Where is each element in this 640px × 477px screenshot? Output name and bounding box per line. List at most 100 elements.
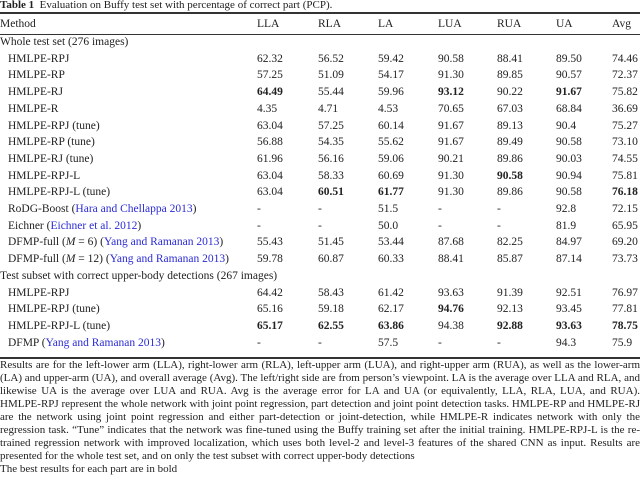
col-lua: LUA (438, 18, 462, 30)
method-name: HMLPE-RJ (8, 86, 63, 99)
citation-link[interactable]: Hara and Chellappa 2013 (75, 203, 193, 216)
value-cell-rla: - (318, 336, 322, 349)
value-cell-la: 55.62 (378, 136, 404, 149)
method-suffix: ) (219, 236, 224, 249)
method-cell: HMLPE-RPJ-L (0, 168, 257, 185)
table-row: HMLPE-RJ 64.49 55.44 59.96 93.12 90.22 91.67 75… (0, 84, 640, 101)
value-cell-rua: - (497, 219, 501, 232)
value-cell-rla: 60.87 (318, 253, 344, 266)
col-lla: LLA (257, 18, 280, 30)
method-name: RoDG-Boost ( (8, 203, 76, 216)
value-cell-ua: 90.03 (556, 152, 582, 165)
citation-link[interactable]: Yang and Ramanan 2013 (109, 253, 226, 266)
col-rla: RLA (318, 18, 341, 30)
value-cell-rla: 56.52 (318, 52, 344, 65)
value-cell-la: 54.17 (378, 69, 404, 82)
method-variable-value: = 6) ( (75, 236, 104, 249)
col-la: LA (378, 18, 394, 30)
value-cell-lua: - (438, 219, 442, 232)
method-name: DFMP ( (8, 336, 46, 349)
value-cell-ua: 90.58 (556, 136, 582, 149)
value-cell-rla: 55.44 (318, 86, 344, 99)
citation-link[interactable]: Eichner et al. 2012 (50, 219, 138, 232)
value-cell-la: 61.77 (378, 186, 404, 199)
bottom-rule (0, 357, 640, 359)
method-name: Eichner ( (8, 219, 51, 232)
section-heading: Test subset with correct upper-body dete… (0, 269, 278, 282)
value-cell-la: 60.14 (378, 119, 404, 132)
table-row: DFMP (Yang and Ramanan 2013) - -57.5- -94.3… (0, 335, 640, 352)
value-cell-la: 4.53 (378, 102, 399, 115)
value-cell-ua: 84.97 (556, 236, 582, 249)
value-cell-rla: 57.25 (318, 119, 344, 132)
method-name: HMLPE-RJ (tune) (8, 152, 94, 165)
table-row: HMLPE-RP (tune) 56.88 54.35 55.62 91.67 89.49… (0, 134, 640, 151)
value-cell-rua: 89.49 (497, 136, 523, 149)
method-cell: HMLPE-RJ (0, 84, 257, 101)
value-cell-rua: 82.25 (497, 236, 523, 249)
value-cell-ua: 89.50 (556, 52, 582, 65)
value-cell-la: 62.17 (378, 303, 404, 316)
table-row: HMLPE-RPJ-L 63.04 58.33 60.69 91.30 90.58 90.9… (0, 168, 640, 185)
method-cell: HMLPE-RPJ (tune) (0, 301, 257, 318)
value-cell-avg: 73.73 (612, 253, 638, 266)
method-variable-value: = 12) ( (75, 253, 110, 266)
value-cell-ua: 92.51 (556, 286, 582, 299)
value-cell-rla: - (318, 203, 322, 216)
value-cell-rla: 58.33 (318, 169, 344, 182)
method-cell: HMLPE-RPJ (0, 285, 257, 302)
value-cell-lua: - (438, 203, 442, 216)
value-cell-lla: 63.04 (257, 169, 283, 182)
value-cell-ua: 90.4 (556, 119, 577, 132)
value-cell-avg: 73.10 (612, 136, 638, 149)
value-cell-lua: 91.30 (438, 169, 464, 182)
value-cell-rla: 56.16 (318, 152, 344, 165)
value-cell-ua: 90.57 (556, 69, 582, 82)
method-variable: M (65, 236, 76, 249)
method-cell: HMLPE-RP (0, 67, 257, 84)
method-variable: M (65, 253, 76, 266)
value-cell-avg: 65.95 (612, 219, 638, 232)
value-cell-ua: 93.45 (556, 303, 582, 316)
value-cell-lla: 62.32 (257, 52, 283, 65)
table-row: HMLPE-RPJ-L (tune) 63.04 60.51 61.77 91.30 89… (0, 184, 640, 201)
citation-link[interactable]: Yang and Ramanan 2013 (45, 336, 162, 349)
method-name: HMLPE-RPJ-L (tune) (8, 186, 111, 199)
value-cell-lla: - (257, 219, 261, 232)
value-cell-avg: 75.82 (612, 86, 638, 99)
value-cell-rua: 67.03 (497, 102, 523, 115)
value-cell-lla: 65.16 (257, 303, 283, 316)
citation-link[interactable]: Yang and Ramanan 2013 (103, 236, 220, 249)
value-cell-ua: 81.9 (556, 219, 577, 232)
value-cell-rla: 62.55 (318, 319, 344, 332)
value-cell-lla: 63.04 (257, 186, 283, 199)
value-cell-ua: 90.94 (556, 169, 582, 182)
value-cell-ua: 92.8 (556, 203, 577, 216)
method-cell: RoDG-Boost (Hara and Chellappa 2013) (0, 201, 257, 218)
value-cell-rua: 88.41 (497, 52, 523, 65)
value-cell-lua: 93.12 (438, 86, 464, 99)
table-row: Eichner (Eichner et al. 2012) - -50.0- -81.… (0, 218, 640, 235)
method-suffix: ) (137, 219, 142, 232)
section-row: Test subset with correct upper-body dete… (0, 268, 640, 285)
value-cell-lua: 90.21 (438, 152, 464, 165)
method-cell: DFMP (Yang and Ramanan 2013) (0, 335, 257, 352)
value-cell-rla: 58.43 (318, 286, 344, 299)
value-cell-lua: 70.65 (438, 102, 464, 115)
value-cell-lla: 57.25 (257, 69, 283, 82)
value-cell-lla: 63.04 (257, 119, 283, 132)
method-cell: Eichner (Eichner et al. 2012) (0, 218, 257, 235)
value-cell-la: 53.44 (378, 236, 404, 249)
method-name: HMLPE-RP (tune) (8, 136, 95, 149)
value-cell-rla: 51.45 (318, 236, 344, 249)
table-row: DFMP-full (M = 6) (Yang and Ramanan 2013… (0, 234, 640, 251)
value-cell-rla: - (318, 219, 322, 232)
table-caption: Results are for the left-lower arm (LLA)… (0, 359, 640, 476)
value-cell-ua: 93.63 (556, 319, 582, 332)
table-body: Whole test set (276 images) HMLPE-RPJ 62.3… (0, 34, 640, 351)
value-cell-ua: 91.67 (556, 86, 582, 99)
value-cell-lla: 61.96 (257, 152, 283, 165)
value-cell-rua: 91.39 (497, 286, 523, 299)
value-cell-avg: 77.81 (612, 303, 638, 316)
value-cell-avg: 72.15 (612, 203, 638, 216)
